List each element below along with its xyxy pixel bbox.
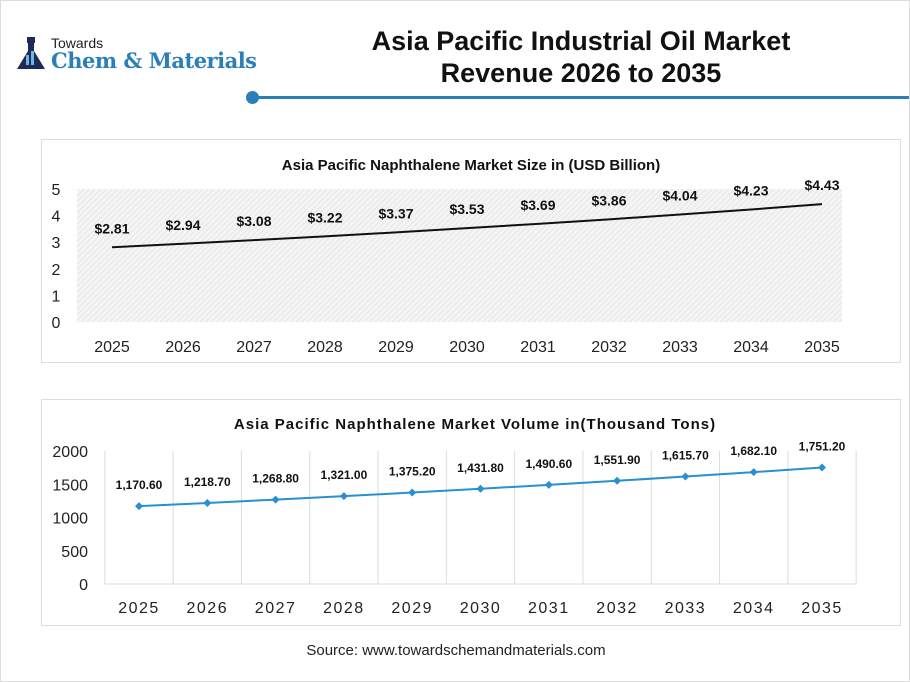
data-marker <box>135 502 143 511</box>
x-tick-label: 2033 <box>665 600 707 617</box>
y-tick-label: 2000 <box>52 444 88 461</box>
y-tick-label: 0 <box>52 315 61 332</box>
data-label: 1,170.60 <box>116 478 163 492</box>
data-label: 1,551.90 <box>594 453 641 467</box>
data-marker <box>203 498 212 507</box>
source-text: Source: www.towardschemandmaterials.com <box>306 642 606 659</box>
data-marker <box>271 495 280 504</box>
x-tick-label: 2034 <box>733 600 775 617</box>
data-label: $2.94 <box>165 217 200 233</box>
x-tick-label: 2032 <box>591 339 627 356</box>
data-label: 1,490.60 <box>525 457 572 471</box>
data-label: $3.53 <box>449 201 484 217</box>
x-tick-label: 2031 <box>520 339 556 356</box>
x-tick-label: 2027 <box>255 600 297 617</box>
data-label: 1,218.70 <box>184 475 231 489</box>
data-marker <box>339 492 348 501</box>
data-label: 1,321.00 <box>321 468 368 482</box>
y-tick-label: 1 <box>52 288 61 305</box>
data-label: $2.81 <box>94 220 129 236</box>
logo-line1: Towards <box>51 35 104 51</box>
x-tick-label: 2028 <box>323 600 365 617</box>
x-tick-label: 2025 <box>94 339 130 356</box>
title-line1: Asia Pacific Industrial Oil Market <box>371 26 791 56</box>
data-label: 1,375.20 <box>389 465 436 479</box>
x-tick-label: 2030 <box>460 600 502 617</box>
x-tick-label: 2035 <box>804 339 840 356</box>
divider <box>253 96 909 99</box>
x-tick-label: 2026 <box>165 339 201 356</box>
series-line <box>111 203 823 249</box>
data-marker <box>749 468 758 477</box>
data-marker <box>408 488 417 497</box>
y-tick-label: 0 <box>79 577 88 594</box>
x-tick-label: 2029 <box>378 339 414 356</box>
x-tick-label: 2032 <box>596 600 638 617</box>
y-tick-label: 1000 <box>52 511 88 528</box>
data-marker <box>681 472 690 481</box>
data-label: $3.69 <box>520 197 555 213</box>
title-line2: Revenue 2026 to 2035 <box>440 58 722 88</box>
data-label: $3.86 <box>591 192 626 208</box>
data-marker <box>544 480 553 489</box>
data-label: $3.37 <box>378 205 413 221</box>
x-tick-label: 2030 <box>449 339 485 356</box>
market-size-chart-card: Asia Pacific Naphthalene Market Size in … <box>41 139 901 363</box>
y-tick-label: 500 <box>61 544 88 561</box>
chart-title: Asia Pacific Naphthalene Market Size in … <box>282 157 660 174</box>
y-tick-label: 3 <box>52 235 61 252</box>
data-label: 1,431.80 <box>457 461 504 475</box>
y-tick-label: 4 <box>52 209 61 226</box>
x-tick-label: 2034 <box>733 339 769 356</box>
data-label: $3.08 <box>236 213 271 229</box>
market-size-chart: Asia Pacific Naphthalene Market Size in … <box>52 157 842 356</box>
chart-title: Asia Pacific Naphthalene Market Volume i… <box>234 416 716 433</box>
data-label: 1,615.70 <box>662 449 709 463</box>
data-marker <box>613 476 622 485</box>
y-tick-label: 1500 <box>52 477 88 494</box>
divider-dot <box>246 91 259 104</box>
data-marker <box>476 484 485 493</box>
x-tick-label: 2035 <box>801 600 843 617</box>
x-tick-label: 2025 <box>118 600 160 617</box>
data-label: 1,268.80 <box>252 472 299 486</box>
logo-line2: Chem & Materials <box>51 48 257 73</box>
data-label: $4.43 <box>804 177 839 193</box>
x-tick-label: 2033 <box>662 339 698 356</box>
page-title: Asia Pacific Industrial Oil Market Reven… <box>321 25 841 89</box>
x-tick-label: 2029 <box>391 600 433 617</box>
data-label: 1,682.10 <box>730 444 777 458</box>
data-label: $4.04 <box>662 188 697 204</box>
market-volume-chart: Asia Pacific Naphthalene Market Volume i… <box>52 416 857 617</box>
x-tick-label: 2026 <box>187 600 229 617</box>
data-marker <box>818 463 826 472</box>
x-tick-label: 2031 <box>528 600 570 617</box>
data-label: $3.22 <box>307 209 342 225</box>
y-tick-label: 2 <box>52 262 61 279</box>
x-tick-label: 2028 <box>307 339 343 356</box>
data-label: 1,751.20 <box>799 440 846 454</box>
y-tick-label: 5 <box>52 182 61 199</box>
x-tick-label: 2027 <box>236 339 272 356</box>
data-label: $4.23 <box>733 182 768 198</box>
flask-icon <box>17 37 45 69</box>
market-volume-chart-card: Asia Pacific Naphthalene Market Volume i… <box>41 399 901 626</box>
